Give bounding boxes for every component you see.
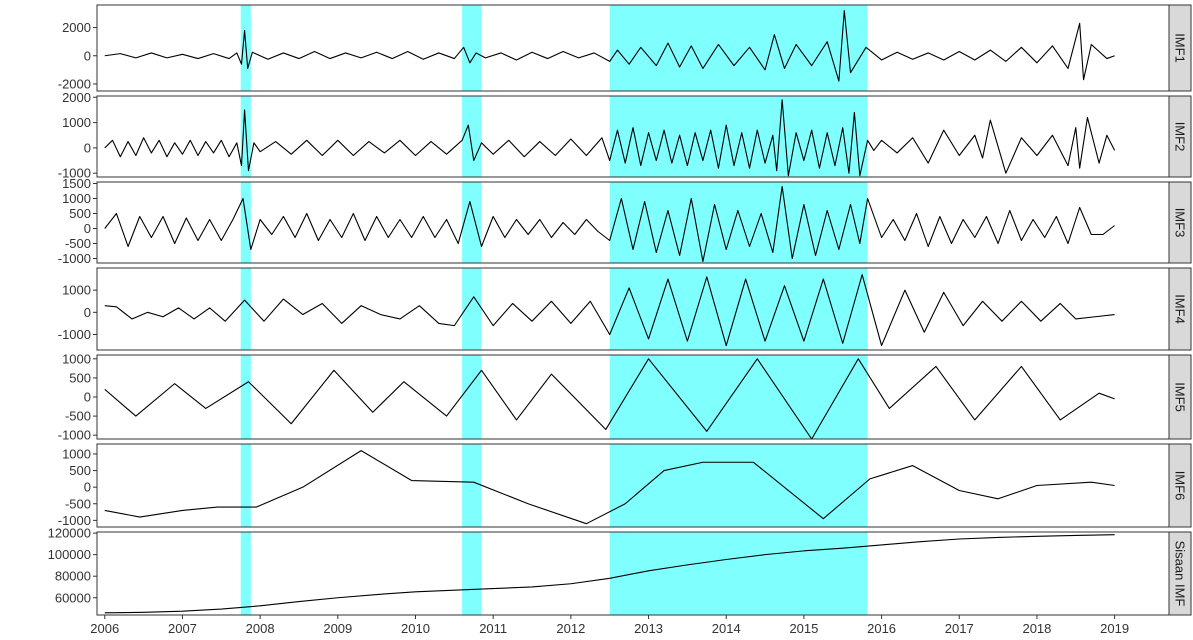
facet-strip bbox=[1168, 95, 1192, 178]
facet-strip-label: IMF4 bbox=[1173, 294, 1188, 324]
x-tick-label: 2010 bbox=[401, 621, 430, 636]
highlight-band-3 bbox=[609, 355, 868, 439]
highlight-band-1 bbox=[240, 355, 251, 439]
facet-panel-imf1: -2000 0 2000 IMF1 bbox=[58, 4, 1192, 92]
highlight-band-3 bbox=[609, 444, 868, 527]
x-tick-label: 2006 bbox=[90, 621, 119, 636]
x-tick-label: 2007 bbox=[168, 621, 197, 636]
y-tick-label: 0 bbox=[84, 305, 91, 320]
highlight-band-3 bbox=[609, 96, 868, 177]
y-tick-label: -1000 bbox=[58, 327, 91, 342]
y-tick-label: 0 bbox=[84, 221, 91, 236]
x-tick-label: 2009 bbox=[323, 621, 352, 636]
y-tick-label: 1000 bbox=[62, 283, 91, 298]
shared-x-axis: 2006 2007 2008 2009 2010 2011 2012 2013 2014 2015… bbox=[90, 615, 1129, 636]
highlight-band-2 bbox=[462, 355, 482, 439]
y-tick-label: 60000 bbox=[55, 590, 91, 605]
y-tick-label: 1000 bbox=[62, 191, 91, 206]
facet-strip bbox=[1168, 443, 1192, 528]
y-tick-label: 100000 bbox=[48, 547, 91, 562]
x-tick-label: 2013 bbox=[634, 621, 663, 636]
facet-strip-label: IMF1 bbox=[1173, 33, 1188, 63]
y-tick-label: 0 bbox=[84, 48, 91, 63]
facet-panel-imf4: -1000 0 1000 IMF4 bbox=[58, 267, 1192, 351]
facet-panel-sisaan-imf: 60000 80000 100000 120000 Sisaan IMF bbox=[48, 526, 1192, 616]
x-tick-label: 2014 bbox=[712, 621, 741, 636]
series-line-imf3 bbox=[104, 185, 1115, 263]
x-tick-label: 2018 bbox=[1022, 621, 1051, 636]
facet-panels: -200002000IMF1-1000010002000IMF2-1000-50… bbox=[48, 4, 1192, 616]
facet-strip bbox=[1168, 354, 1192, 440]
series-line-imf6 bbox=[104, 450, 1115, 525]
y-tick-label: 80000 bbox=[55, 569, 91, 584]
highlight-band-3 bbox=[609, 5, 868, 91]
highlight-band-3 bbox=[609, 182, 868, 263]
y-tick-label: 0 bbox=[84, 480, 91, 495]
x-tick-label: 2012 bbox=[556, 621, 585, 636]
highlight-band-3 bbox=[609, 532, 868, 615]
series-line-sisaan-imf bbox=[104, 534, 1115, 614]
highlight-band-1 bbox=[240, 444, 251, 527]
highlight-band-1 bbox=[240, 268, 251, 350]
y-tick-label: 1000 bbox=[62, 115, 91, 130]
y-tick-label: -1000 bbox=[58, 428, 91, 443]
y-tick-label: 0 bbox=[84, 390, 91, 405]
facet-strip-label: IMF3 bbox=[1173, 208, 1188, 238]
facet-panel-imf5: -1000 -500 0 500 1000 IMF5 bbox=[58, 351, 1192, 443]
y-tick-label: -2000 bbox=[58, 76, 91, 91]
y-tick-label: 1000 bbox=[62, 446, 91, 461]
x-tick-label: 2016 bbox=[867, 621, 896, 636]
facet-strip bbox=[1168, 181, 1192, 264]
y-tick-label: -500 bbox=[65, 496, 91, 511]
facet-strip bbox=[1168, 531, 1192, 616]
highlight-band-2 bbox=[462, 532, 482, 615]
y-tick-label: 500 bbox=[69, 370, 91, 385]
y-tick-label: 120000 bbox=[48, 526, 91, 541]
y-tick-label: 1500 bbox=[62, 176, 91, 191]
x-tick-label: 2008 bbox=[246, 621, 275, 636]
highlight-band-1 bbox=[240, 182, 251, 263]
y-tick-label: -1000 bbox=[58, 166, 91, 181]
facet-strip bbox=[1168, 267, 1192, 351]
x-tick-label: 2017 bbox=[945, 621, 974, 636]
x-tick-label: 2019 bbox=[1100, 621, 1129, 636]
highlight-band-2 bbox=[462, 444, 482, 527]
facet-strip-label: IMF6 bbox=[1173, 471, 1188, 501]
highlight-band-1 bbox=[240, 532, 251, 615]
facet-strip-label: Sisaan IMF bbox=[1173, 541, 1188, 607]
highlight-band-2 bbox=[462, 268, 482, 350]
highlight-band-2 bbox=[462, 5, 482, 91]
series-line-imf5 bbox=[104, 358, 1115, 439]
facet-strip-label: IMF5 bbox=[1173, 382, 1188, 412]
y-tick-label: 2000 bbox=[62, 90, 91, 105]
highlight-band-2 bbox=[462, 96, 482, 177]
y-tick-label: -1000 bbox=[58, 513, 91, 528]
facet-strip bbox=[1168, 4, 1192, 92]
x-tick-label: 2015 bbox=[789, 621, 818, 636]
facet-panel-imf2: -1000 0 1000 2000 IMF2 bbox=[58, 90, 1192, 181]
y-tick-label: 500 bbox=[69, 206, 91, 221]
facet-strip-label: IMF2 bbox=[1173, 122, 1188, 152]
series-line-imf1 bbox=[104, 10, 1115, 82]
y-tick-label: 1000 bbox=[62, 351, 91, 366]
highlight-band-2 bbox=[462, 182, 482, 263]
y-tick-label: 2000 bbox=[62, 20, 91, 35]
y-tick-label: -1000 bbox=[58, 251, 91, 266]
y-tick-label: 0 bbox=[84, 140, 91, 155]
series-line-imf4 bbox=[104, 274, 1115, 347]
y-tick-label: -500 bbox=[65, 409, 91, 424]
series-line-imf2 bbox=[104, 99, 1116, 177]
y-tick-label: -500 bbox=[65, 236, 91, 251]
y-tick-label: 500 bbox=[69, 463, 91, 478]
x-tick-label: 2011 bbox=[479, 621, 507, 636]
